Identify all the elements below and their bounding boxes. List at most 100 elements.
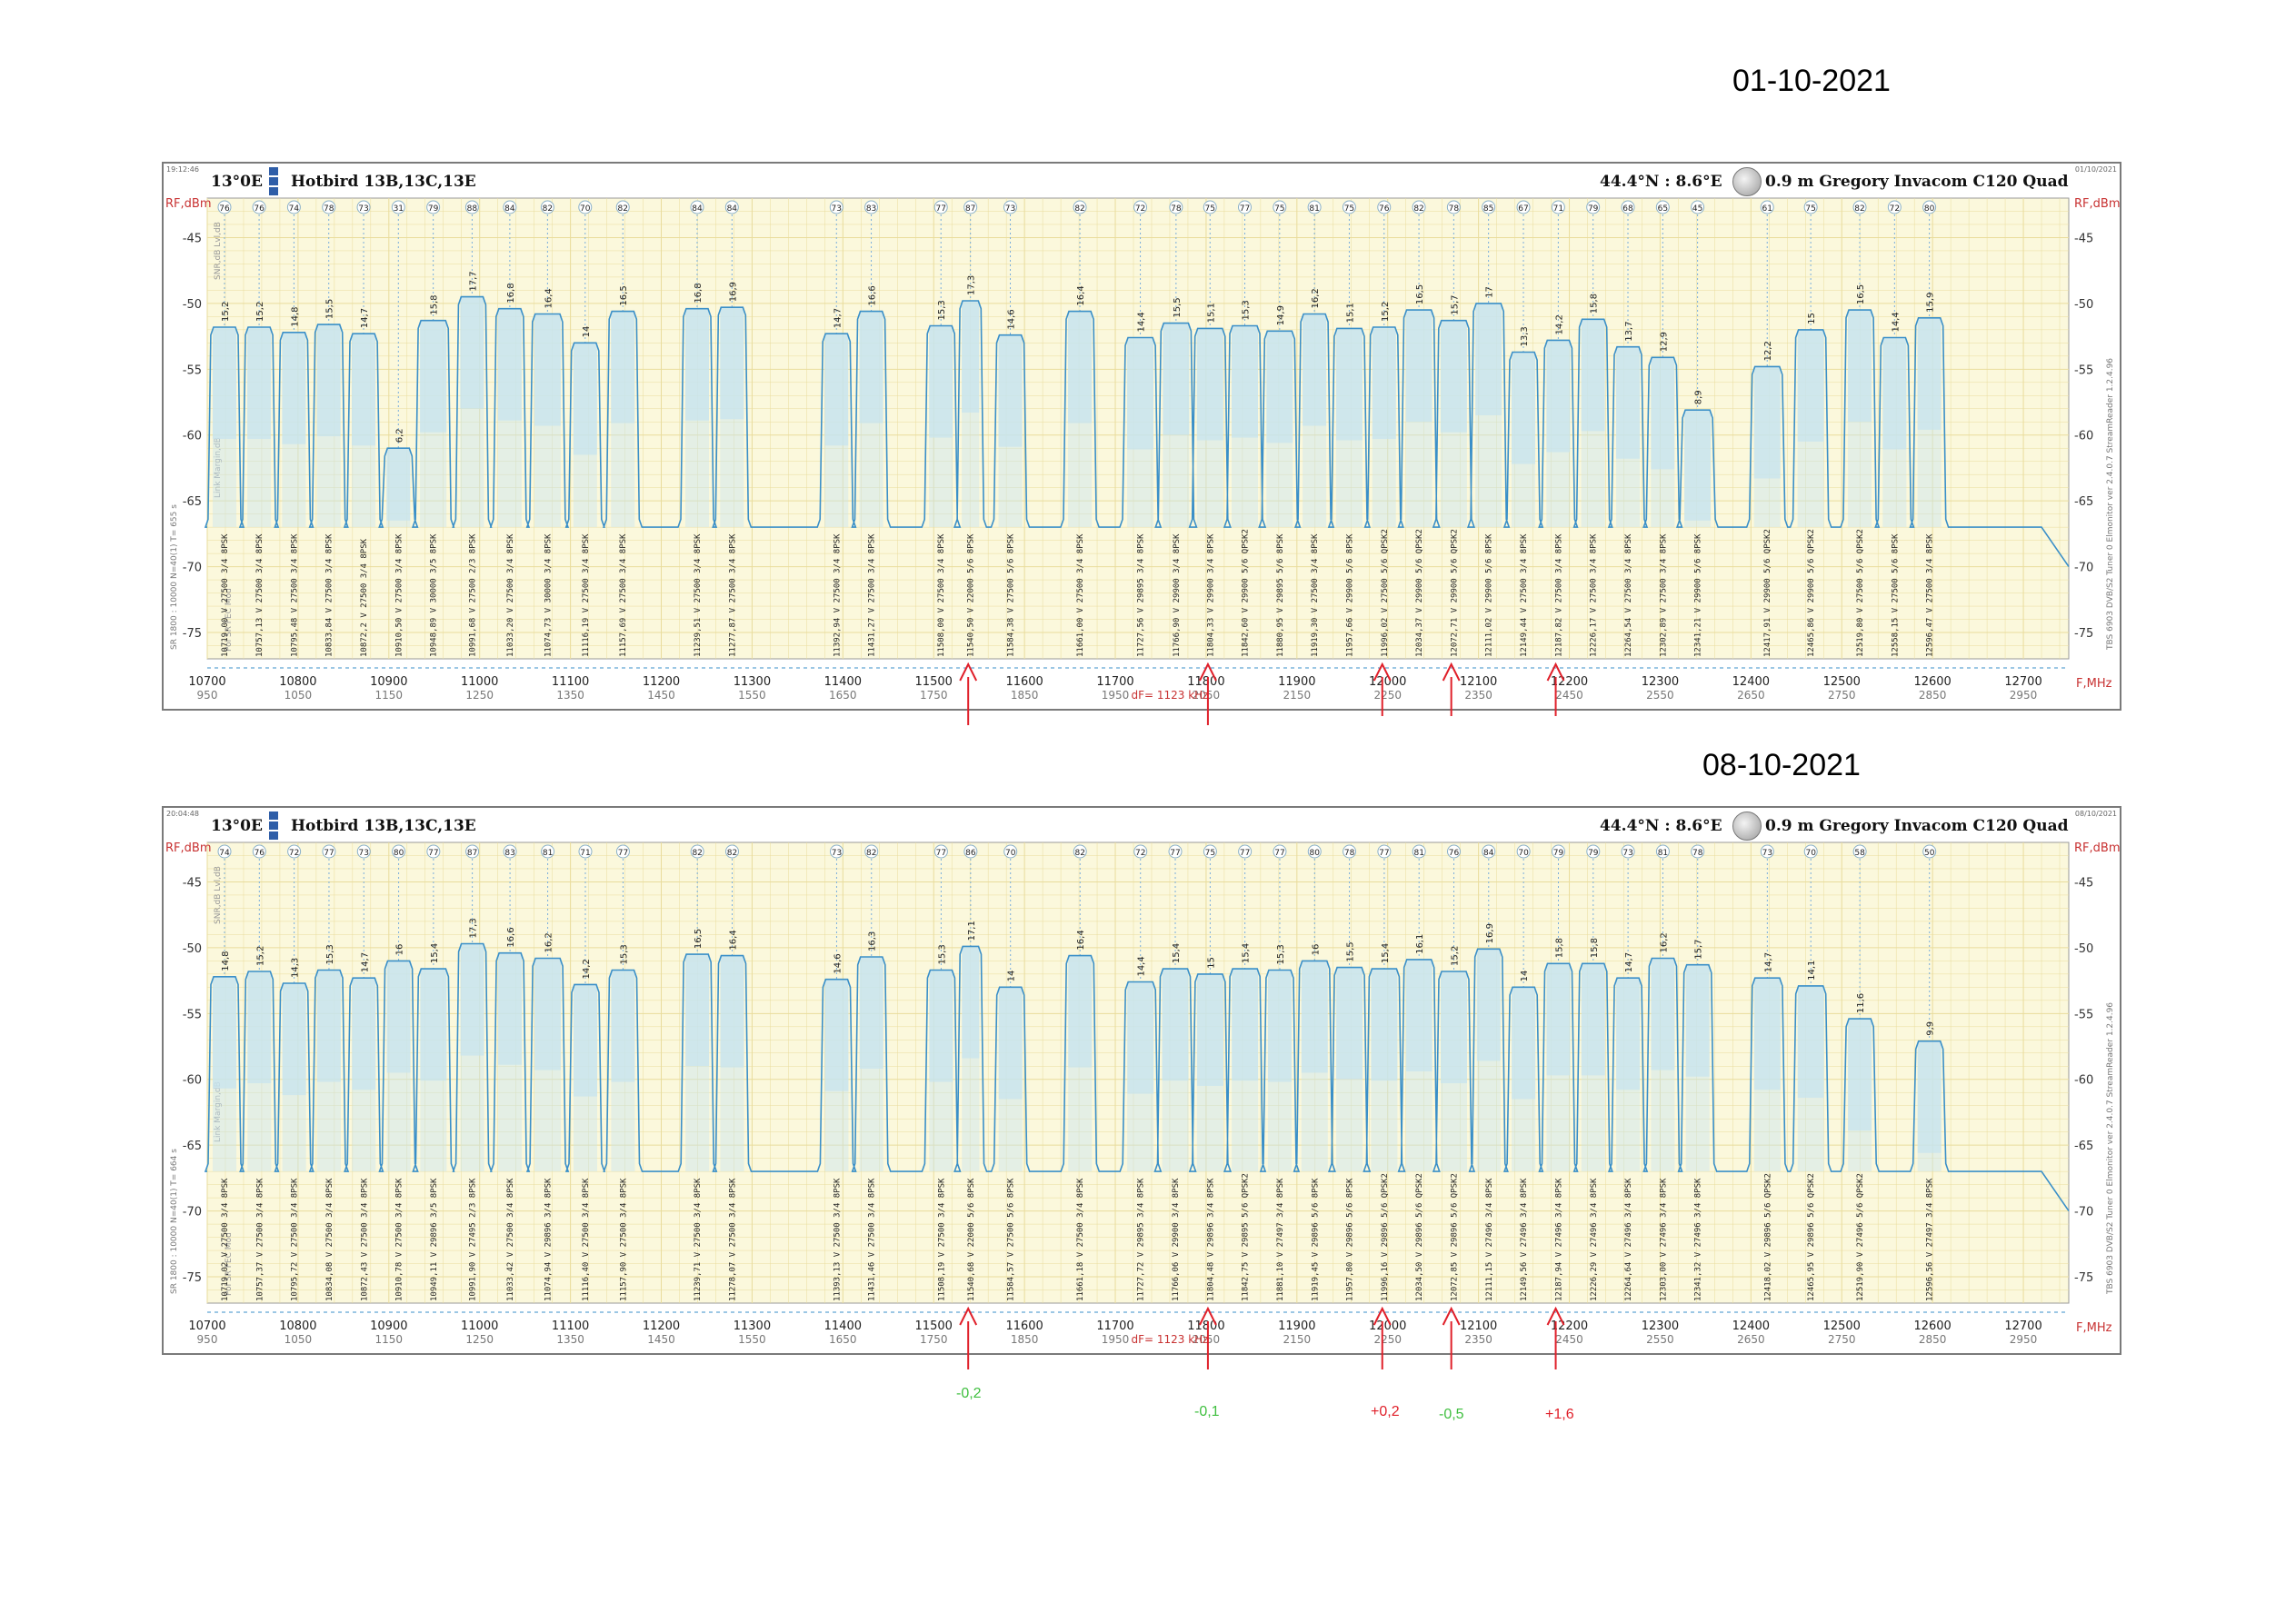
snr-value: 16,8 <box>694 283 704 303</box>
snr-value: 14,4 <box>1137 956 1147 976</box>
transponder-info: 11074,73 V 30000 3/4 8PSK <box>544 533 553 657</box>
quality-value: 70 <box>1005 849 1016 858</box>
x-tick-label: 11200 <box>643 1319 680 1333</box>
snr-value: 16 <box>1311 944 1321 956</box>
y-tick-label-left: -75 <box>183 1271 202 1285</box>
if-tick-label: 1450 <box>647 689 675 702</box>
y-tick-label-left: -50 <box>183 942 202 956</box>
quality-value: 81 <box>1413 849 1423 858</box>
x-tick-label: 11900 <box>1278 1319 1315 1333</box>
transponder-fill <box>386 961 411 1073</box>
transponder-info: 10757,13 V 27500 3/4 8PSK <box>255 533 265 657</box>
transponder-fill <box>1371 969 1398 1081</box>
transponder-fill-lower <box>1196 1085 1223 1172</box>
quality-value: 82 <box>618 204 628 214</box>
quality-badge <box>1887 200 1902 214</box>
transponder-fill-lower <box>1511 463 1536 528</box>
transponder-fill-lower <box>720 1067 744 1172</box>
transponder-info: 12465,95 V 29896 5/6 QPSK2 <box>1807 1173 1816 1301</box>
transponder-fill <box>1651 357 1675 470</box>
transponder-fill <box>420 969 447 1081</box>
snr-value: 16,5 <box>1856 284 1866 304</box>
quality-badge <box>1447 844 1462 859</box>
snr-value: 14,7 <box>360 952 370 972</box>
quality-badge <box>963 200 978 214</box>
transponder-fill-lower <box>460 1055 484 1172</box>
quality-badge <box>615 844 630 859</box>
transponder-fill-lower <box>1753 1090 1781 1172</box>
transponder-fill-lower <box>573 1096 598 1172</box>
transponder-fill <box>685 954 710 1067</box>
transponder-fill-lower <box>859 423 883 528</box>
quality-value: 82 <box>1074 204 1084 214</box>
quality-badge <box>1551 200 1565 214</box>
transponder-fill <box>611 970 635 1082</box>
transponder-fill <box>720 307 744 420</box>
transponder-info: 11880,95 V 29895 5/6 8PSK <box>1276 533 1285 657</box>
x-tick-label: 11500 <box>915 1319 953 1333</box>
snr-value: 14,8 <box>290 306 300 326</box>
snr-value: 15,2 <box>255 302 265 322</box>
snr-value: 14 <box>1007 971 1017 982</box>
transponder-fill <box>420 320 447 433</box>
transponder-fill <box>962 300 980 413</box>
quality-value: 77 <box>324 849 334 858</box>
quality-value: 45 <box>1692 204 1702 214</box>
transponder-info: 11766,06 V 29900 3/4 8PSK <box>1172 1178 1181 1301</box>
transponder-fill <box>534 314 561 426</box>
transponder-fill <box>1616 978 1641 1090</box>
if-tick-label: 1250 <box>465 689 494 702</box>
quality-badge <box>356 200 371 214</box>
transponder-fill-lower <box>316 1081 341 1172</box>
timestamp: 20:04:48 <box>166 810 199 818</box>
quality-value: 77 <box>936 849 946 858</box>
transponder-fill-lower <box>497 420 522 528</box>
transponder-fill-lower <box>1917 1152 1942 1172</box>
if-tick-label: 2850 <box>1919 1333 1947 1346</box>
transponder-fill-lower <box>1797 441 1824 528</box>
x-tick-label: 11900 <box>1278 675 1315 689</box>
quality-badge <box>933 844 948 859</box>
snr-value: 16 <box>395 944 405 956</box>
transponder-fill <box>1231 325 1259 438</box>
transponder-fill <box>720 955 744 1068</box>
transponder-fill <box>1127 981 1154 1094</box>
transponder-info: 12264,64 V 27496 3/4 8PSK <box>1624 1178 1633 1301</box>
quality-value: 76 <box>255 849 265 858</box>
quality-value: 78 <box>1171 204 1182 214</box>
if-tick-label: 2750 <box>1828 689 1856 702</box>
chart-date-2: 08-10-2021 <box>1702 748 1861 782</box>
transponder-fill <box>859 311 883 423</box>
bottom-extra: Pol SR FEC Mod <box>225 588 234 652</box>
quality-badge <box>1133 844 1148 859</box>
if-tick-label: 2050 <box>1193 689 1221 702</box>
transponder-fill <box>929 325 953 438</box>
quality-badge <box>1482 200 1496 214</box>
snr-value: 16,9 <box>728 282 738 302</box>
if-tick-label: 2350 <box>1464 1333 1492 1346</box>
transponder-fill-lower <box>1651 469 1675 528</box>
snr-value: 11,6 <box>1856 993 1866 1013</box>
quality-value: 72 <box>1890 204 1900 214</box>
if-tick-label: 2150 <box>1283 689 1312 702</box>
delta-label: -0,1 <box>1194 1404 1220 1419</box>
quality-badge <box>322 200 336 214</box>
transponder-info: 11727,72 V 29895 3/4 8PSK <box>1137 1178 1146 1301</box>
snr-value: 15,3 <box>937 300 947 320</box>
quality-badge <box>1621 844 1635 859</box>
delta-label: -0,2 <box>956 1386 982 1401</box>
transponder-info: 11033,42 V 27500 3/4 8PSK <box>506 1178 515 1301</box>
transponder-fill <box>498 952 523 1065</box>
quality-value: 76 <box>1379 204 1390 214</box>
y-tick-label-right: -45 <box>2074 876 2093 890</box>
quality-value: 68 <box>1622 204 1633 214</box>
transponder-fill <box>1917 317 1942 430</box>
snr-value: 16,1 <box>1415 934 1425 954</box>
x-tick-label: 11500 <box>915 675 953 689</box>
quality-badge <box>1307 844 1322 859</box>
quality-badge <box>392 844 406 859</box>
transponder-info: 12341,32 V 27496 3/4 8PSK <box>1694 1178 1703 1301</box>
transponder-fill <box>282 982 306 1096</box>
transponder-fill-lower <box>247 1083 272 1172</box>
transponder-fill-lower <box>859 1069 883 1172</box>
